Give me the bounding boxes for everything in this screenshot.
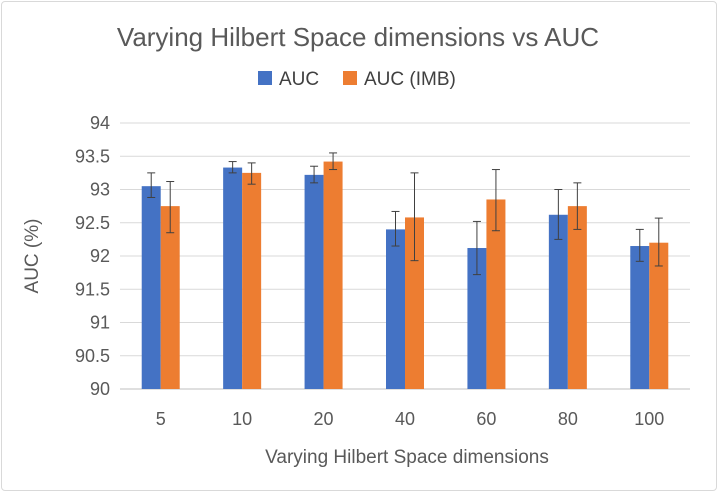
error-bar xyxy=(472,220,481,276)
y-tick-label: 90.5 xyxy=(75,346,110,366)
error-bar xyxy=(391,210,400,247)
error-bars xyxy=(147,152,663,276)
y-axis-ticks: 90 90.5 91 91.5 92 92.5 93 93.5 94 xyxy=(75,113,110,399)
error-bar xyxy=(247,162,256,185)
y-tick-label: 93.5 xyxy=(75,146,110,166)
error-bar xyxy=(491,169,500,232)
bar xyxy=(386,229,405,389)
chart-title: Varying Hilbert Space dimensions vs AUC xyxy=(117,22,599,52)
error-bar xyxy=(554,189,563,240)
y-tick-label: 94 xyxy=(90,113,110,133)
x-tick-label: 20 xyxy=(314,409,334,429)
legend-label-auc-imb: AUC (IMB) xyxy=(364,69,456,90)
x-tick-label: 10 xyxy=(232,409,252,429)
bars xyxy=(141,161,669,389)
legend: AUC AUC (IMB) xyxy=(258,69,456,90)
x-tick-label: 80 xyxy=(558,409,578,429)
y-axis-label: AUC (%) xyxy=(22,219,43,294)
bar xyxy=(649,242,669,389)
x-tick-label: 100 xyxy=(634,409,664,429)
error-bar xyxy=(329,152,338,171)
bar xyxy=(567,206,587,389)
x-tick-label: 60 xyxy=(476,409,496,429)
error-bar xyxy=(654,217,663,267)
x-tick-label: 40 xyxy=(395,409,415,429)
x-tick-label: 5 xyxy=(156,409,166,429)
legend-swatch-auc-imb xyxy=(343,71,357,85)
y-tick-label: 92.5 xyxy=(75,213,110,233)
bar xyxy=(467,248,487,389)
error-bar xyxy=(147,172,156,198)
bar xyxy=(486,199,506,389)
error-bar xyxy=(166,181,175,234)
bar xyxy=(405,217,424,389)
x-axis-ticks: 5 10 20 40 60 80 100 xyxy=(156,409,665,429)
x-axis-label: Varying Hilbert Space dimensions xyxy=(265,447,549,468)
error-bar xyxy=(573,182,582,230)
bar xyxy=(304,174,324,389)
bar xyxy=(242,172,262,389)
legend-label-auc: AUC xyxy=(279,69,319,90)
error-bar xyxy=(228,161,237,174)
error-bar xyxy=(635,228,644,262)
bar xyxy=(223,167,243,389)
y-tick-label: 90 xyxy=(90,379,110,399)
y-tick-label: 92 xyxy=(90,246,110,266)
bar xyxy=(160,206,180,389)
y-tick-label: 91 xyxy=(90,313,110,333)
y-tick-label: 91.5 xyxy=(75,279,110,299)
bar xyxy=(548,214,568,389)
legend-swatch-auc xyxy=(258,71,272,85)
y-tick-label: 93 xyxy=(90,180,110,200)
bar xyxy=(630,246,650,389)
bar xyxy=(141,186,161,389)
bar xyxy=(323,161,343,389)
error-bar xyxy=(310,165,319,184)
error-bar xyxy=(410,172,419,262)
